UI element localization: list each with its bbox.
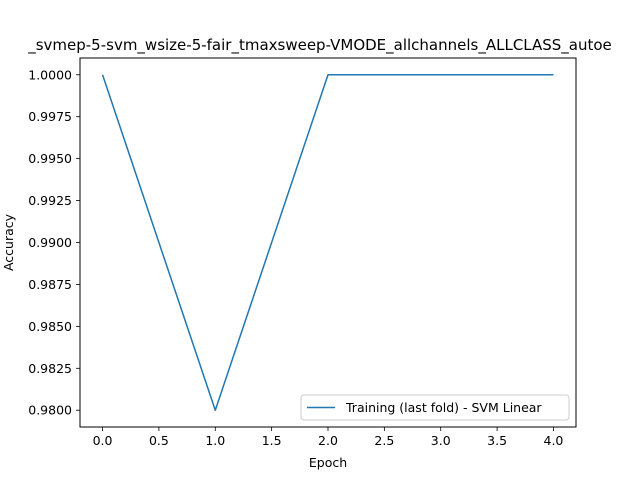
x-axis: 0.0 0.5 1.0 1.5 2.0 2.5 3.0 3.5 4.0 — [93, 427, 564, 448]
x-tick-label: 1.5 — [262, 433, 282, 448]
y-tick-label: 0.9925 — [28, 193, 72, 208]
y-tick-label: 0.9825 — [28, 361, 72, 376]
legend-entry: Training (last fold) - SVM Linear — [345, 400, 542, 415]
x-tick-label: 2.0 — [318, 433, 338, 448]
y-axis: 0.9800 0.9825 0.9850 0.9875 0.9900 0.9925 0.99… — [28, 67, 80, 418]
legend-box — [300, 394, 570, 421]
y-tick-label: 0.9850 — [28, 319, 72, 334]
y-tick-label: 1.0000 — [28, 67, 72, 82]
x-tick-label: 3.0 — [431, 433, 451, 448]
x-tick-label: 3.5 — [487, 433, 507, 448]
y-tick-label: 0.9950 — [28, 151, 72, 166]
x-axis-label: Epoch — [309, 455, 347, 470]
series-layer — [101, 74, 554, 411]
y-tick-label: 0.9875 — [28, 277, 72, 292]
legend: Training (last fold) - SVM Linear — [300, 394, 570, 421]
x-tick-label: 0.5 — [149, 433, 169, 448]
x-tick-label: 2.5 — [374, 433, 394, 448]
chart-title: _svmep-5-svm_wsize-5-fair_tmaxsweep-VMOD… — [27, 36, 612, 55]
y-tick-label: 0.9900 — [28, 235, 72, 250]
y-tick-label: 0.9975 — [28, 109, 72, 124]
series-line — [101, 74, 554, 411]
x-tick-label: 0.0 — [93, 433, 113, 448]
plot-frame — [79, 57, 577, 428]
y-tick-label: 0.9800 — [28, 403, 72, 418]
x-tick-label: 4.0 — [544, 433, 564, 448]
y-axis-label: Accuracy — [1, 213, 16, 271]
x-tick-label: 1.0 — [205, 433, 225, 448]
